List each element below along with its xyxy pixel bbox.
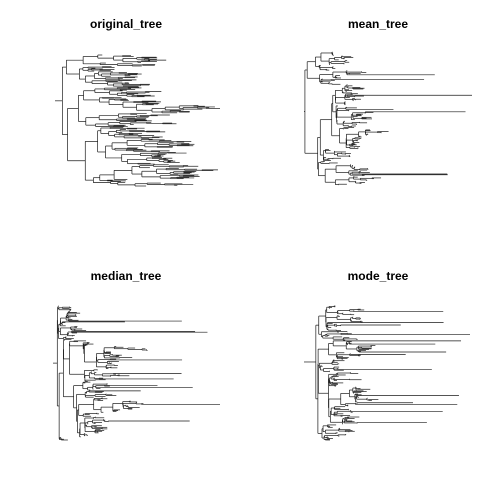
panel-mode-tree: mode_tree: [252, 252, 504, 504]
tree-original: [55, 54, 220, 187]
panel-original-tree: original_tree: [0, 0, 252, 252]
panel-median-tree: median_tree: [0, 252, 252, 504]
tree-median: [53, 305, 220, 441]
panel-title: mean_tree: [347, 17, 409, 31]
panel-title: original_tree: [89, 17, 163, 31]
panel-mean-tree: mean_tree: [252, 0, 504, 252]
tree-mean: [304, 51, 472, 186]
panel-title: median_tree: [90, 269, 162, 283]
tree-mode: [304, 305, 470, 441]
panel-title: mode_tree: [347, 269, 409, 283]
